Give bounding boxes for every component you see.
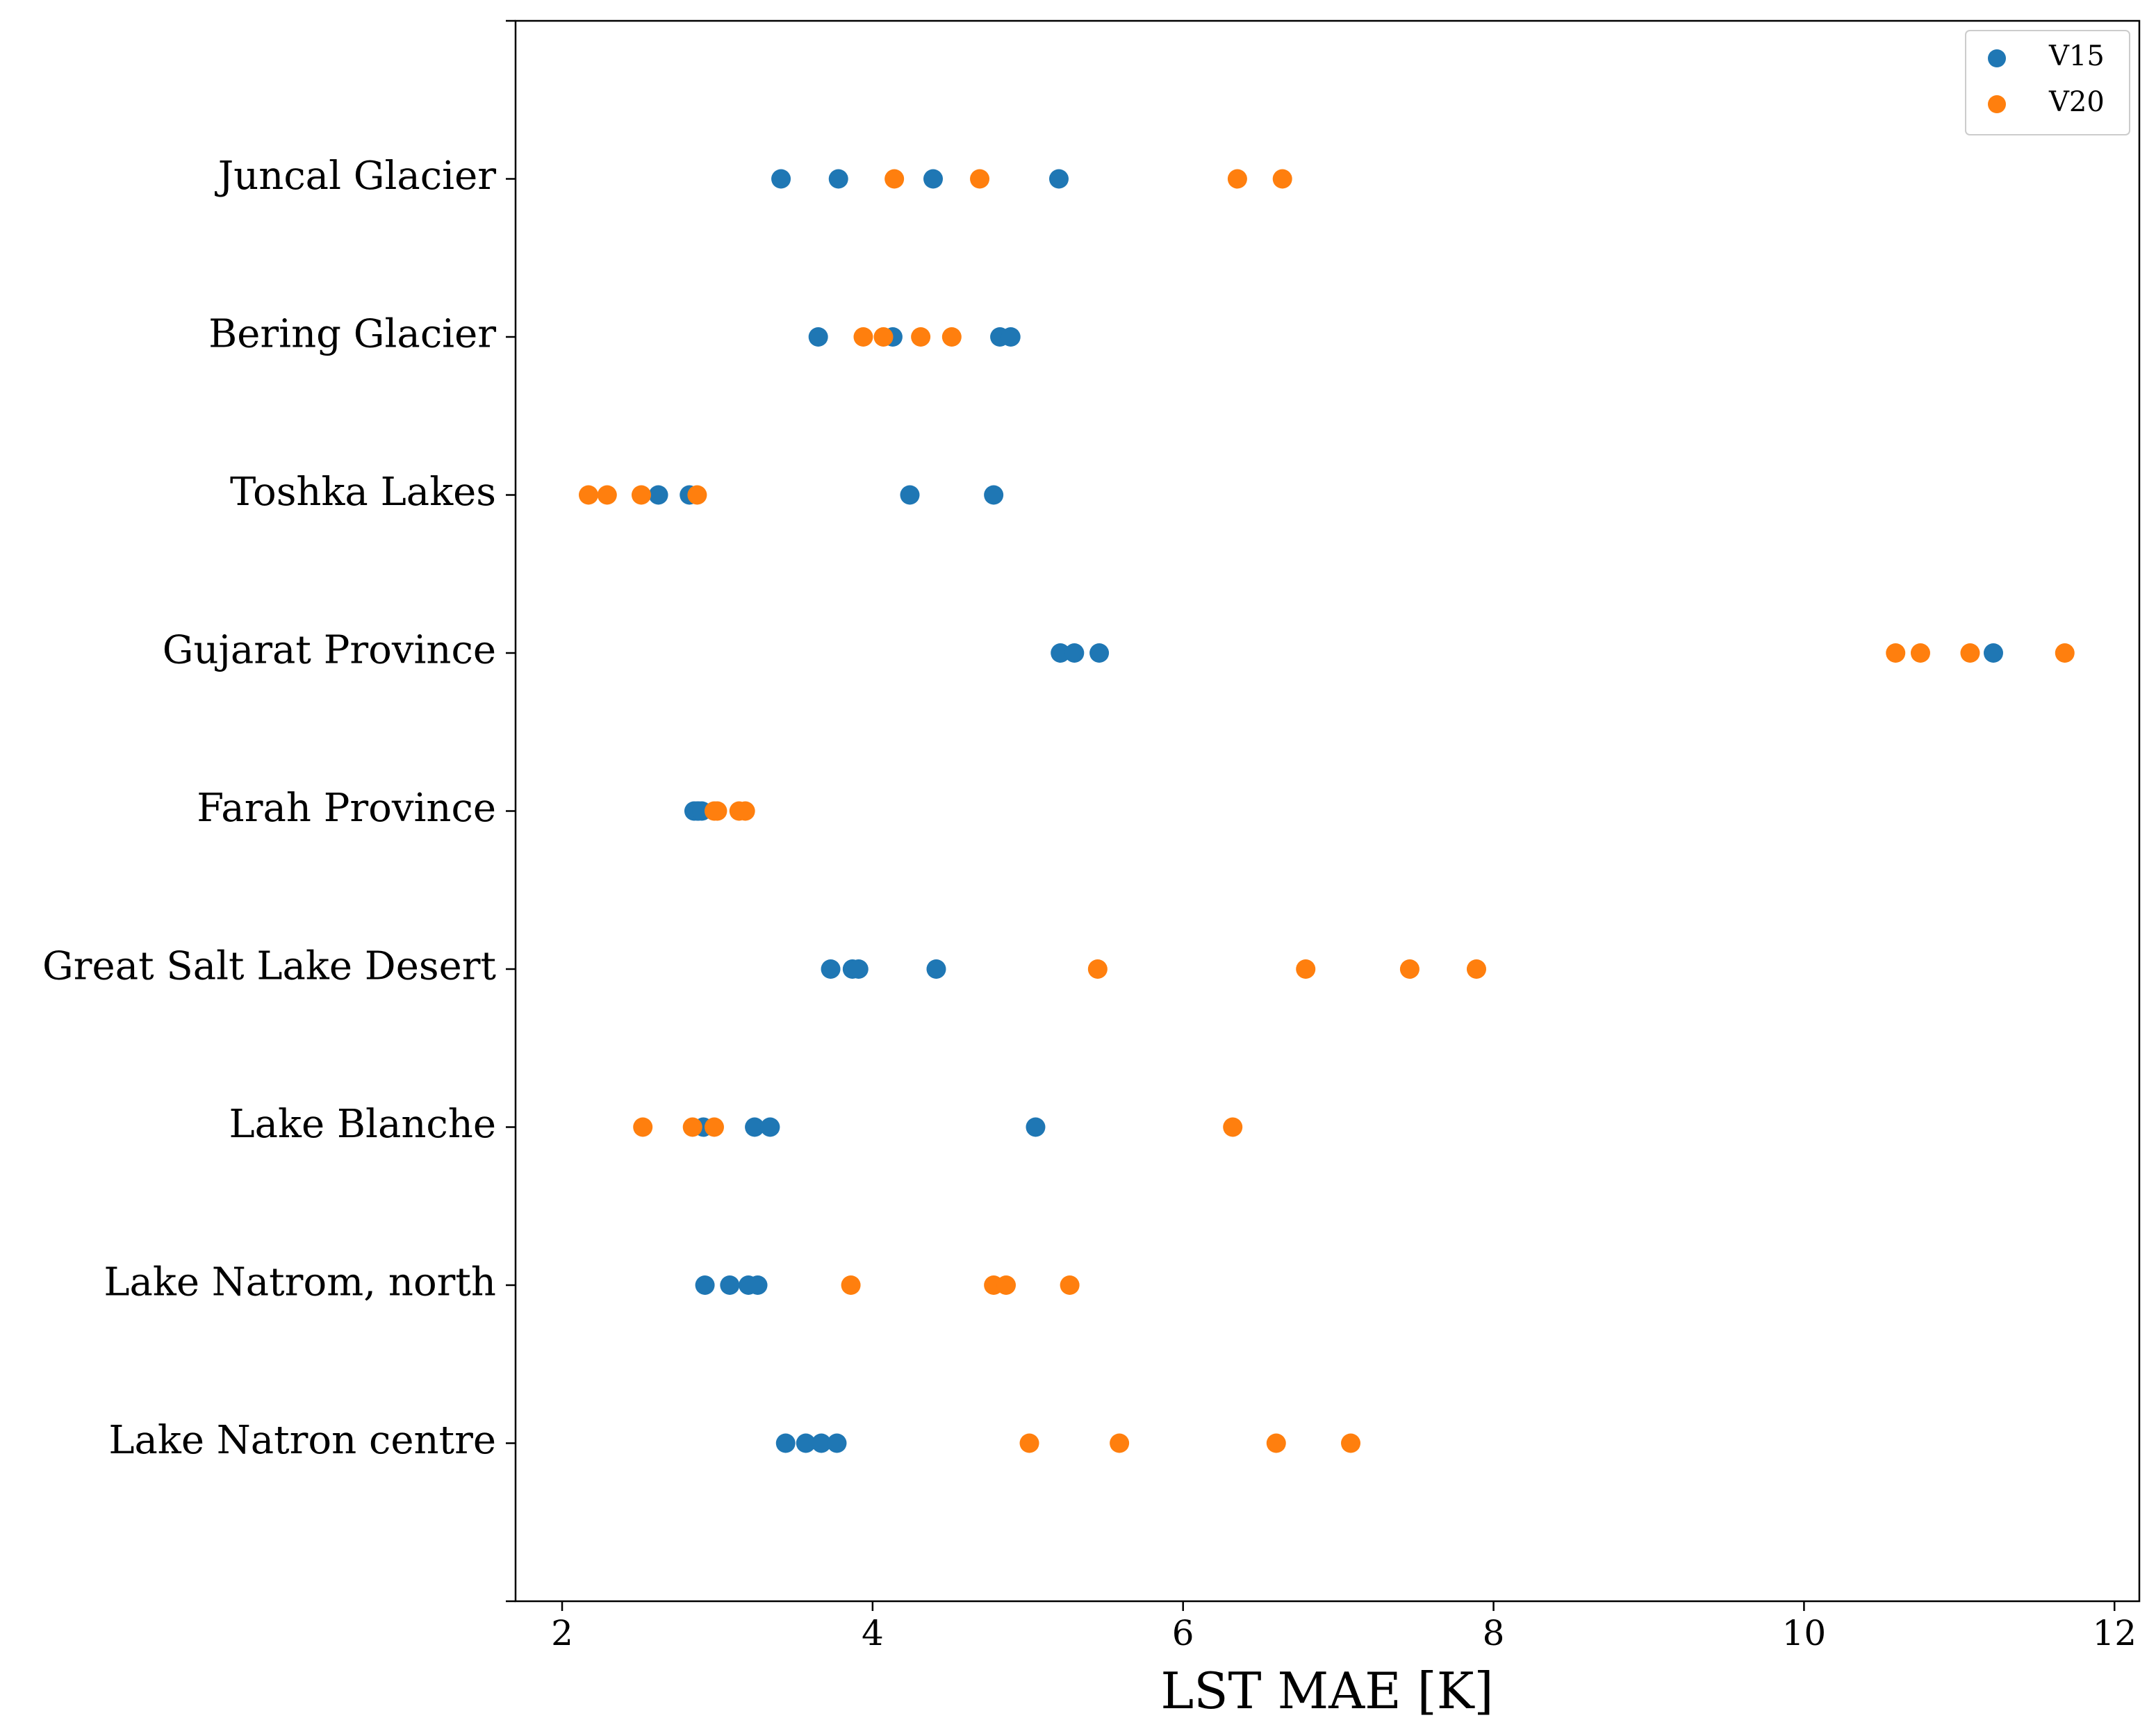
point bbox=[1886, 643, 1906, 663]
point bbox=[633, 1117, 653, 1137]
x-axis-label: LST MAE [K] bbox=[1160, 1662, 1493, 1720]
point bbox=[597, 485, 617, 505]
point bbox=[631, 485, 651, 505]
y-tick-label: Lake Natron centre bbox=[108, 1418, 496, 1463]
legend-label: V20 bbox=[2048, 86, 2105, 118]
legend-box bbox=[1965, 30, 2130, 135]
x-tick-label: 4 bbox=[862, 1613, 884, 1653]
point bbox=[775, 1433, 796, 1453]
x-tick-label: 2 bbox=[551, 1613, 573, 1653]
y-tick-label: Gujarat Province bbox=[163, 628, 496, 673]
point bbox=[900, 485, 920, 505]
point bbox=[1983, 643, 2003, 663]
point bbox=[720, 1275, 740, 1295]
point bbox=[1087, 959, 1108, 979]
point bbox=[1272, 169, 1292, 189]
point bbox=[873, 327, 894, 347]
x-tick-label: 6 bbox=[1172, 1613, 1194, 1653]
x-tick-label: 10 bbox=[1782, 1613, 1827, 1653]
point bbox=[1048, 169, 1069, 189]
y-tick-label: Bering Glacier bbox=[208, 312, 496, 357]
point bbox=[760, 1117, 780, 1137]
point bbox=[821, 959, 841, 979]
point bbox=[1266, 1433, 1286, 1453]
point bbox=[579, 485, 599, 505]
point bbox=[682, 1117, 702, 1137]
point bbox=[1227, 169, 1247, 189]
point bbox=[687, 485, 707, 505]
point bbox=[1110, 1433, 1130, 1453]
point bbox=[1910, 643, 1930, 663]
point bbox=[695, 1275, 715, 1295]
plot-frame bbox=[514, 19, 2141, 1603]
point bbox=[796, 1433, 816, 1453]
legend-marker bbox=[1988, 95, 2006, 113]
point bbox=[926, 959, 946, 979]
y-tick-label: Farah Province bbox=[197, 786, 496, 831]
y-tick-label: Great Salt Lake Desert bbox=[42, 944, 496, 989]
x-tick-label: 8 bbox=[1483, 1613, 1505, 1653]
point bbox=[841, 1275, 861, 1295]
point bbox=[1060, 1275, 1080, 1295]
point bbox=[1466, 959, 1486, 979]
point bbox=[827, 1433, 847, 1453]
point bbox=[2055, 643, 2075, 663]
point bbox=[970, 169, 990, 189]
y-tick-label: Lake Natrom, north bbox=[104, 1260, 496, 1305]
legend-label: V15 bbox=[2048, 40, 2105, 72]
point bbox=[704, 1117, 724, 1137]
point bbox=[941, 327, 962, 347]
point bbox=[911, 327, 931, 347]
point bbox=[1026, 1117, 1046, 1137]
point bbox=[923, 169, 944, 189]
x-tick-label: 12 bbox=[2092, 1613, 2137, 1653]
point bbox=[1341, 1433, 1361, 1453]
point bbox=[1051, 643, 1071, 663]
point bbox=[808, 327, 828, 347]
point bbox=[1001, 327, 1021, 347]
point bbox=[1089, 643, 1110, 663]
point bbox=[812, 1433, 832, 1453]
point bbox=[984, 485, 1004, 505]
point bbox=[1019, 1433, 1039, 1453]
legend-marker bbox=[1988, 49, 2006, 67]
point bbox=[853, 327, 873, 347]
point bbox=[735, 801, 755, 821]
point bbox=[1960, 643, 1980, 663]
point bbox=[745, 1117, 765, 1137]
point bbox=[996, 1275, 1017, 1295]
y-tick-label: Juncal Glacier bbox=[215, 154, 496, 199]
y-tick-label: Toshka Lakes bbox=[230, 470, 496, 515]
y-tick-label: Lake Blanche bbox=[229, 1102, 496, 1147]
point bbox=[648, 485, 668, 505]
point bbox=[848, 959, 869, 979]
point bbox=[1223, 1117, 1243, 1137]
point bbox=[828, 169, 848, 189]
point bbox=[1296, 959, 1316, 979]
point bbox=[771, 169, 791, 189]
point bbox=[1399, 959, 1419, 979]
point bbox=[707, 801, 727, 821]
point bbox=[1064, 643, 1085, 663]
point bbox=[884, 169, 905, 189]
point bbox=[748, 1275, 768, 1295]
